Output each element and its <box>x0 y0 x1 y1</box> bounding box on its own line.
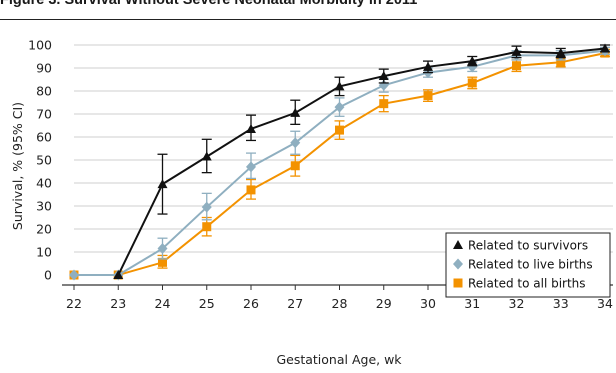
triangle-marker <box>290 107 301 117</box>
square-marker <box>453 278 463 288</box>
legend-label: Related to live births <box>468 258 593 272</box>
x-tick-label: 34 <box>597 296 613 311</box>
diamond-marker <box>453 258 463 270</box>
x-tick-label: 26 <box>243 296 259 311</box>
series-line <box>117 47 606 276</box>
legend-box <box>445 232 611 298</box>
y-tick-label: 90 <box>36 61 52 76</box>
legend-item: Related to survivors <box>453 239 588 253</box>
legend-label: Related to survivors <box>468 239 588 253</box>
legend-item: Related to all births <box>453 277 586 291</box>
series-related-to-survivors <box>113 43 610 279</box>
triangle-marker <box>157 179 168 189</box>
x-tick-label: 30 <box>420 296 436 311</box>
square-marker <box>423 91 433 101</box>
diamond-marker <box>290 137 301 149</box>
x-tick-label: 22 <box>66 296 82 311</box>
x-tick-label: 29 <box>376 296 392 311</box>
triangle-marker <box>600 43 610 53</box>
square-marker <box>202 222 212 232</box>
legend-item: Related to live births <box>453 258 593 272</box>
diamond-marker <box>201 201 212 213</box>
triangle-marker <box>113 270 124 279</box>
x-tick-label: 33 <box>553 296 569 311</box>
x-tick-label: 28 <box>332 296 348 311</box>
square-marker <box>335 125 344 135</box>
diamond-marker <box>69 269 79 281</box>
diamond-marker <box>334 101 345 113</box>
triangle-marker <box>453 240 463 249</box>
triangle-marker <box>555 48 566 58</box>
diamond-marker <box>246 161 256 173</box>
square-marker <box>512 61 521 71</box>
triangle-marker <box>246 123 256 133</box>
diamond-marker <box>157 243 168 255</box>
square-marker <box>246 185 256 195</box>
square-marker <box>467 78 477 88</box>
x-tick-label: 23 <box>110 296 126 311</box>
triangle-marker <box>423 61 433 71</box>
figure-title: Figure 3. Survival Without Severe Neonat… <box>0 0 418 8</box>
axes: 0 10 20 30 40 50 60 70 80 90 100 22 23 24 25 26 27 28 29 30… <box>28 38 613 311</box>
y-tick-label: 70 <box>36 107 52 122</box>
triangle-marker <box>378 71 389 81</box>
x-tick-label: 25 <box>199 296 215 311</box>
title-divider <box>0 19 616 20</box>
y-tick-label: 40 <box>36 176 52 191</box>
square-marker <box>379 99 389 109</box>
y-axis-title: Survival, % (95% CI) <box>10 102 25 230</box>
y-tick-label: 10 <box>36 245 52 260</box>
y-tick-label: 50 <box>36 153 52 168</box>
y-tick-label: 100 <box>28 38 52 53</box>
legend: Related to survivors Related to live birt… <box>445 232 611 298</box>
y-tick-label: 20 <box>36 222 52 237</box>
square-marker <box>290 161 300 171</box>
series-layer <box>69 43 610 281</box>
triangle-marker <box>511 46 522 56</box>
x-tick-label: 24 <box>155 296 171 311</box>
square-marker <box>158 257 167 267</box>
grid-lines <box>74 44 613 253</box>
x-tick-label: 27 <box>287 296 303 311</box>
x-tick-label: 31 <box>464 296 480 311</box>
triangle-marker <box>334 81 345 91</box>
square-marker <box>556 57 566 67</box>
x-axis-title: Gestational Age, wk <box>276 352 402 367</box>
y-tick-label: 30 <box>36 199 52 214</box>
y-tick-label: 0 <box>44 268 52 283</box>
legend-label: Related to all births <box>468 277 586 291</box>
y-tick-label: 80 <box>36 84 52 99</box>
triangle-marker <box>467 56 478 66</box>
y-tick-label: 60 <box>36 130 52 145</box>
triangle-marker <box>201 151 212 161</box>
x-tick-label: 32 <box>509 296 525 311</box>
